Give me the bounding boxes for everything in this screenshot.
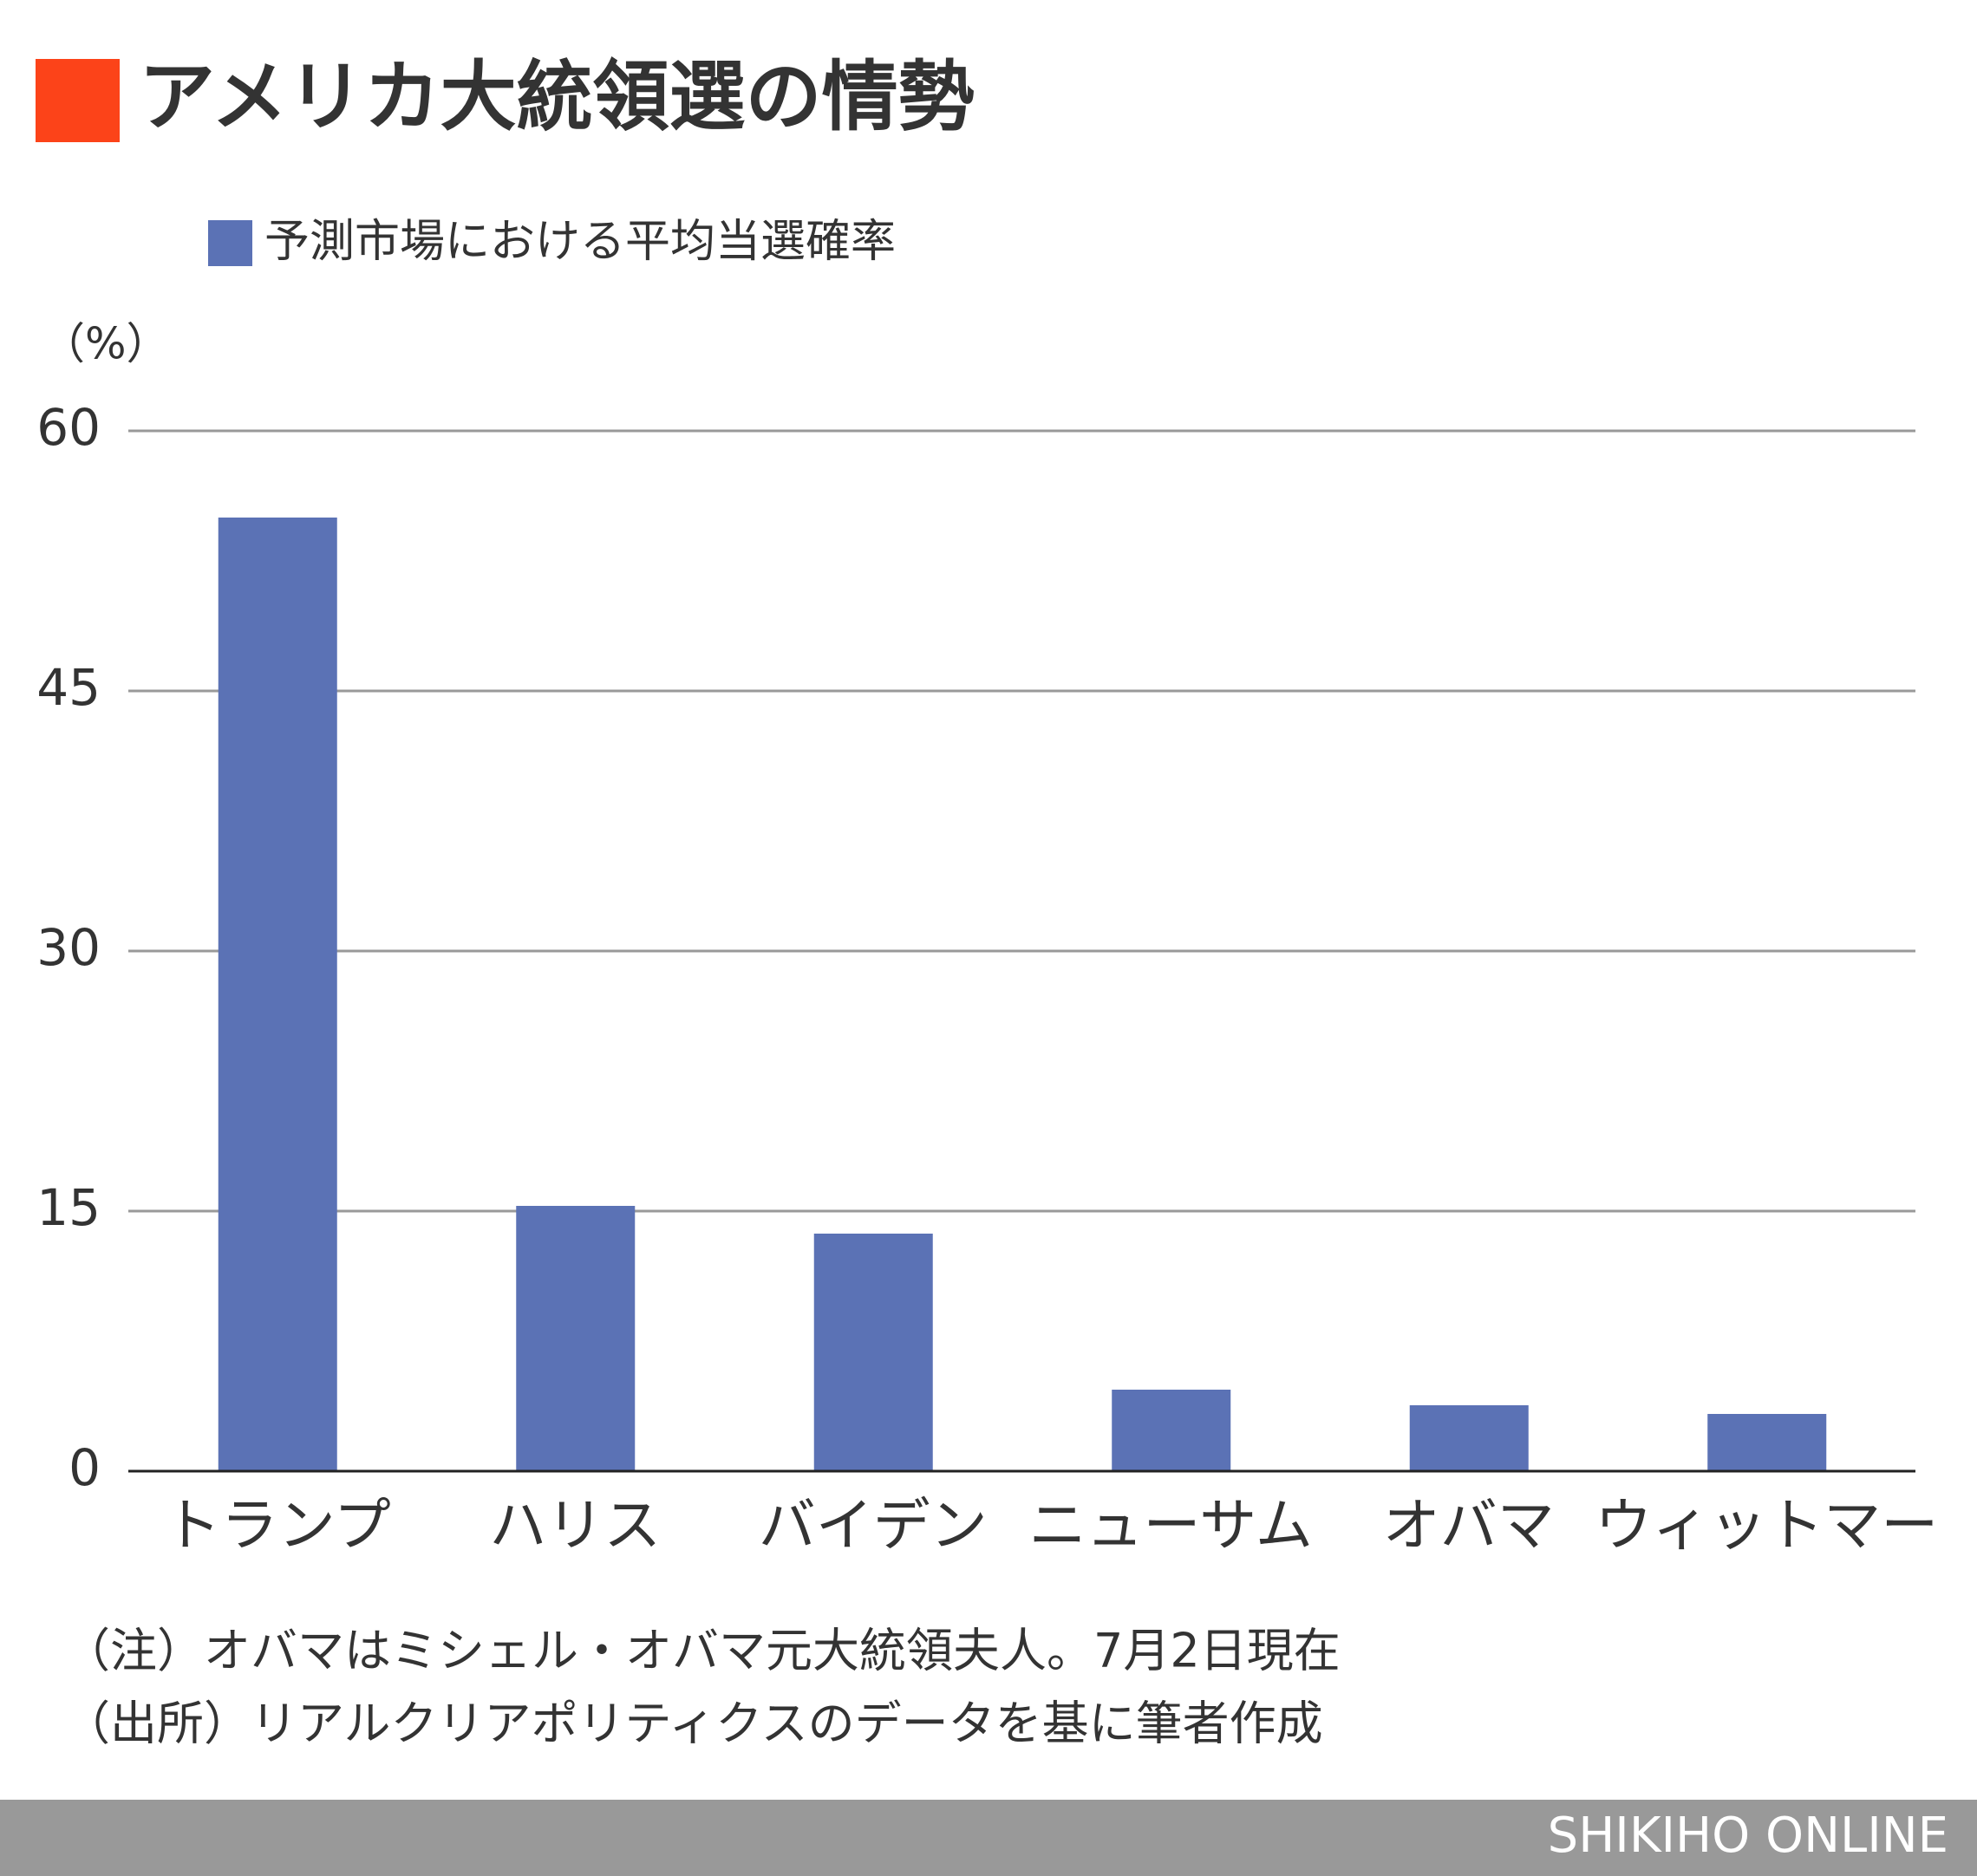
x-tick-label: ウィットマー	[1595, 1492, 1938, 1559]
footer-brand: SHIKIHO ONLINE	[1548, 1808, 1948, 1864]
legend-label: 予測市場における平均当選確率	[264, 216, 896, 268]
legend-swatch	[208, 220, 252, 266]
y-tick-label: 0	[69, 1438, 101, 1497]
bar	[1112, 1390, 1231, 1471]
bar	[516, 1206, 636, 1471]
note: （出所）リアルクリアポリティクスのデータを基に筆者作成	[63, 1697, 1323, 1751]
y-axis-label: （%）	[42, 319, 170, 369]
y-tick-label: 30	[36, 918, 101, 977]
x-tick-label: トランプ	[164, 1492, 391, 1559]
note: （注）オバマはミシェル・オバマ元大統領夫人。7月2日現在	[63, 1624, 1341, 1678]
x-tick-label: バイデン	[759, 1492, 988, 1559]
chart-title: アメリカ大統領選の情勢	[139, 52, 975, 141]
y-tick-label: 15	[36, 1178, 101, 1237]
bar	[1409, 1405, 1529, 1471]
title-marker	[36, 59, 120, 142]
y-tick-label: 60	[36, 398, 101, 457]
x-tick-label: ハリス	[489, 1492, 661, 1559]
bar	[218, 518, 337, 1471]
footer-bar	[0, 1800, 1977, 1876]
y-tick-label: 45	[36, 658, 101, 717]
bar	[813, 1234, 933, 1471]
x-tick-label: オバマ	[1383, 1492, 1555, 1559]
x-tick-label: ニューサム	[1029, 1492, 1313, 1559]
bar	[1707, 1414, 1827, 1471]
